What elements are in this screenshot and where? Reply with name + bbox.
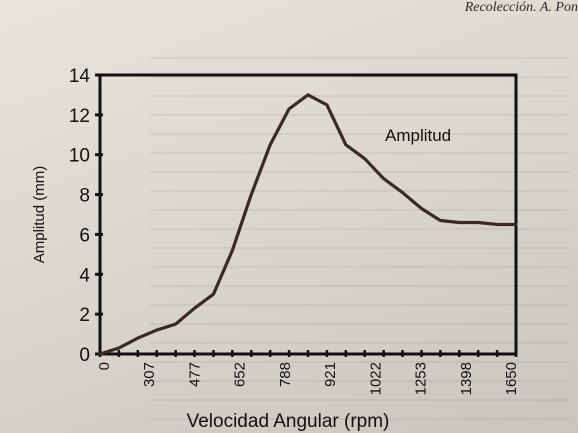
y-tick-label: 2 bbox=[79, 305, 90, 326]
x-tick-label: 1398 bbox=[458, 362, 475, 395]
y-axis-ticks: 0 2 4 6 8 10 12 14 bbox=[69, 66, 103, 366]
chart-labels: Velocidad Angular (rpm) Amplitud (mm) Ampl… bbox=[31, 126, 451, 432]
y-tick-label: 6 bbox=[79, 225, 90, 246]
plot-frame bbox=[98, 73, 518, 356]
x-tick-label: 1022 bbox=[367, 362, 384, 395]
x-tick-label: 477 bbox=[186, 362, 203, 387]
x-tick-label: 0 bbox=[96, 362, 113, 370]
y-tick-label: 14 bbox=[69, 66, 91, 87]
y-tick-label: 4 bbox=[79, 265, 90, 286]
y-tick-label: 0 bbox=[79, 345, 90, 366]
series-lines bbox=[98, 93, 518, 356]
x-tick-label: 921 bbox=[322, 362, 339, 387]
x-tick-label: 652 bbox=[232, 362, 249, 387]
axes bbox=[98, 73, 518, 356]
y-tick-label: 8 bbox=[79, 186, 90, 207]
x-tick-label: 1650 bbox=[503, 362, 520, 395]
x-axis-title: Velocidad Angular (rpm) bbox=[187, 411, 390, 432]
y-tick-label: 10 bbox=[69, 146, 90, 167]
x-tick-label: 1253 bbox=[413, 362, 430, 395]
x-axis-ticks: 0 307 477 652 788 921 1022 1253 1398 1650 bbox=[96, 350, 520, 395]
running-head: Recolección. A. Pon bbox=[464, 0, 578, 15]
x-tick-label: 307 bbox=[141, 362, 158, 387]
series-line-amplitud bbox=[98, 93, 518, 356]
x-tick-label: 788 bbox=[277, 362, 294, 387]
series-label-amplitud: Amplitud bbox=[385, 126, 451, 145]
bleed-through-text bbox=[150, 40, 570, 420]
y-axis-title: Amplitud (mm) bbox=[31, 166, 48, 264]
y-tick-label: 12 bbox=[69, 106, 90, 127]
